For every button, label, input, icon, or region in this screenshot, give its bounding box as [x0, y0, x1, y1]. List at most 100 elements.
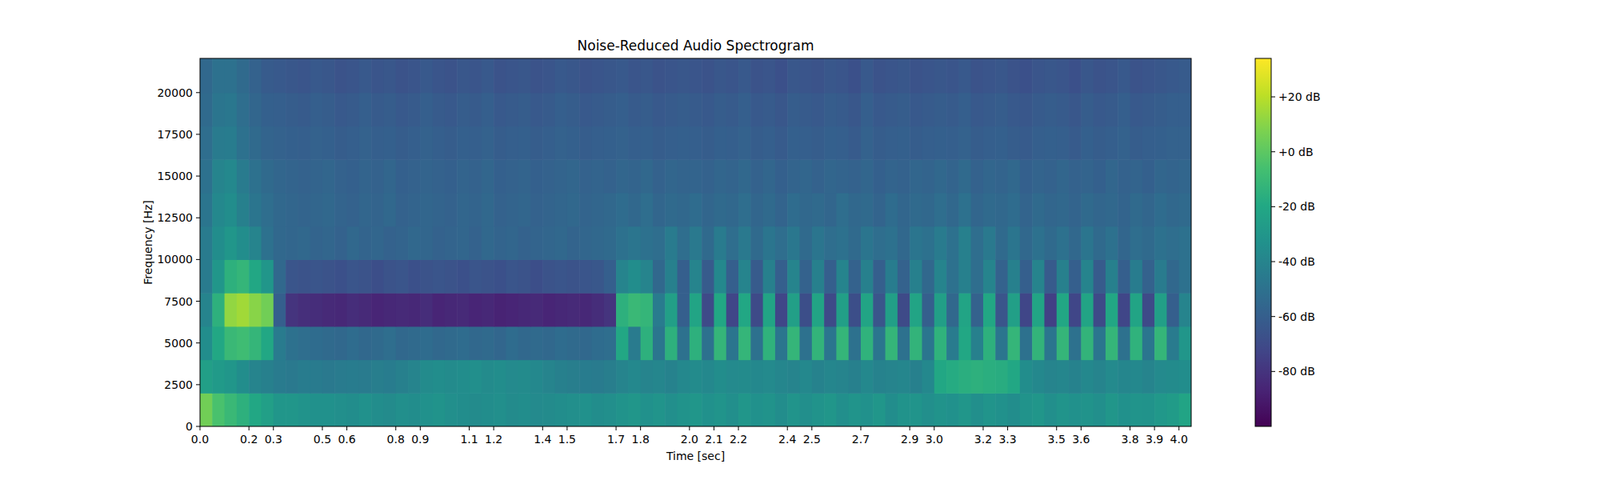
cell — [885, 192, 899, 227]
cell — [1117, 360, 1131, 394]
cell — [1032, 259, 1045, 293]
title: Noise-Reduced Audio Spectrogram — [577, 37, 815, 54]
cell — [885, 226, 899, 260]
cell — [1068, 192, 1082, 227]
cell — [383, 192, 396, 227]
cell — [689, 392, 703, 427]
cell — [787, 259, 800, 293]
cell — [567, 192, 580, 227]
cell — [848, 159, 862, 193]
cell — [1093, 192, 1107, 227]
cell — [652, 360, 666, 394]
cell — [236, 326, 250, 360]
y-tick-label: 2500 — [164, 378, 193, 392]
cell — [763, 226, 776, 260]
cell — [763, 259, 776, 293]
cell — [652, 159, 666, 193]
cell — [983, 392, 996, 427]
cell — [677, 392, 691, 427]
cell — [812, 226, 825, 260]
cell — [738, 292, 752, 327]
cell — [1080, 192, 1094, 227]
cell — [236, 159, 250, 193]
cell — [628, 159, 641, 193]
cell — [958, 92, 972, 127]
cell — [1056, 259, 1070, 293]
cell — [481, 125, 495, 160]
cell — [934, 326, 948, 360]
cell — [652, 392, 666, 427]
cell — [505, 226, 519, 260]
cell — [604, 192, 617, 227]
cell — [322, 360, 336, 394]
cell — [1008, 58, 1021, 93]
cell — [909, 226, 923, 260]
cell — [701, 226, 715, 260]
cell — [604, 392, 617, 427]
cell — [273, 92, 287, 127]
x-tick — [738, 426, 740, 431]
cell — [1044, 292, 1057, 327]
cell — [872, 58, 886, 93]
cell — [848, 125, 862, 160]
cell — [248, 326, 262, 360]
cell — [1080, 292, 1094, 327]
cell — [640, 360, 654, 394]
cell — [677, 259, 691, 293]
cell — [542, 392, 556, 427]
cell — [1056, 326, 1070, 360]
cell — [285, 226, 299, 260]
cell — [1020, 125, 1033, 160]
cell — [1154, 226, 1168, 260]
cell — [995, 326, 1008, 360]
cell — [432, 92, 446, 127]
cell — [1166, 360, 1180, 394]
cell — [273, 292, 287, 327]
cell — [334, 192, 348, 227]
cell — [1093, 360, 1107, 394]
cell — [493, 326, 507, 360]
cell — [1130, 125, 1144, 160]
cell — [444, 326, 458, 360]
cell — [456, 92, 470, 127]
cell — [432, 259, 446, 293]
cell — [347, 125, 360, 160]
cell — [664, 125, 678, 160]
cell — [689, 58, 703, 93]
cell — [383, 392, 396, 427]
cell — [200, 159, 213, 193]
cell — [1130, 326, 1144, 360]
cell — [701, 360, 715, 394]
cell — [1166, 392, 1180, 427]
cell — [1020, 360, 1033, 394]
colorbar-tick — [1271, 261, 1276, 263]
cell — [775, 360, 788, 394]
cell — [505, 392, 519, 427]
cell — [260, 360, 274, 394]
cell — [236, 92, 250, 127]
cell — [334, 125, 348, 160]
cell — [518, 259, 532, 293]
cell — [616, 226, 629, 260]
cell — [285, 92, 299, 127]
x-tick-label: 1.4 — [533, 432, 552, 446]
cell — [444, 159, 458, 193]
cell — [1032, 125, 1045, 160]
cell — [542, 192, 556, 227]
colorbar-tick-label: -80 dB — [1278, 364, 1316, 378]
cell — [1179, 125, 1192, 160]
cell — [885, 326, 899, 360]
cell — [273, 125, 287, 160]
cell — [995, 92, 1008, 127]
cell — [1142, 226, 1156, 260]
cell — [775, 159, 788, 193]
cell — [1142, 392, 1156, 427]
cell — [983, 92, 996, 127]
cell — [456, 392, 470, 427]
cell — [396, 326, 409, 360]
cell — [1130, 192, 1144, 227]
cell — [248, 360, 262, 394]
cell — [958, 259, 972, 293]
cell — [273, 192, 287, 227]
cell — [408, 92, 421, 127]
